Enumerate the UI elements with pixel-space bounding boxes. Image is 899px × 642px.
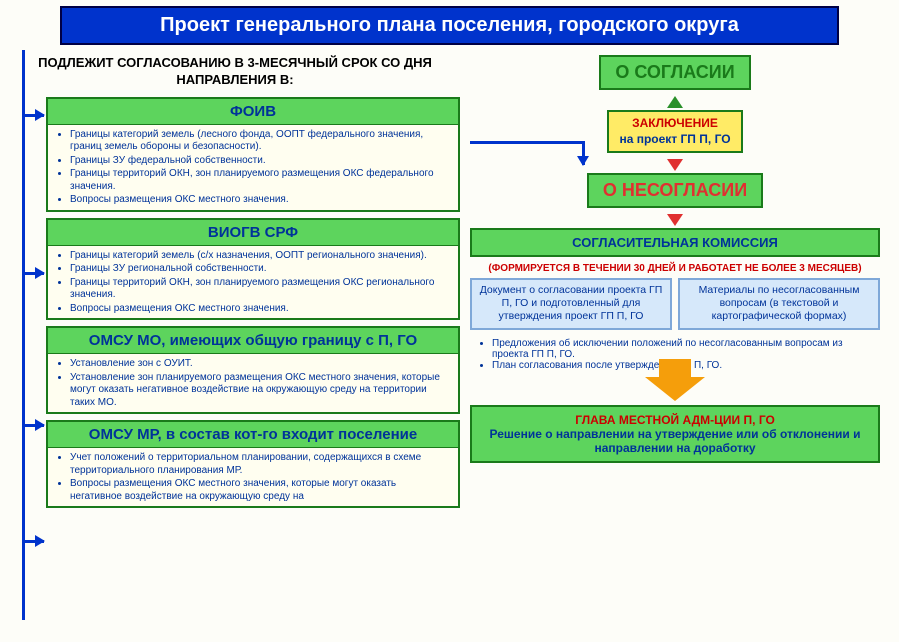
- section-body: Границы категорий земель (с/х назначения…: [48, 246, 458, 319]
- section-item: Границы территорий ОКН, зон планируемого…: [70, 168, 450, 193]
- connector-horizontal: [22, 272, 44, 275]
- connector-vertical: [22, 50, 25, 620]
- documents-row: Документ о согласовании проекта ГП П, ГО…: [470, 278, 880, 329]
- arrow-down-icon: [667, 159, 683, 171]
- section-item: Установление зон с ОУИТ.: [70, 358, 450, 371]
- form-note: (ФОРМИРУЕТСЯ В ТЕЧЕНИИ 30 ДНЕЙ И РАБОТАЕ…: [470, 263, 880, 274]
- connector-right: [470, 141, 585, 144]
- final-box: ГЛАВА МЕСТНОЙ АДМ-ЦИИ П, ГО Решение о на…: [470, 405, 880, 463]
- section-item: Учет положений о территориальном планиро…: [70, 452, 450, 477]
- section-body: Учет положений о территориальном планиро…: [48, 448, 458, 506]
- section-item: Установление зон планируемого размещения…: [70, 372, 450, 410]
- commission-box: СОГЛАСИТЕЛЬНАЯ КОМИССИЯ: [470, 228, 880, 257]
- arrow-up-icon: [667, 96, 683, 108]
- section-box: ОМСУ МР, в состав кот-го входит поселени…: [46, 420, 460, 508]
- section-item: Границы ЗУ федеральной собственности.: [70, 155, 450, 168]
- conclusion-title: ЗАКЛЮЧЕНИЕ: [619, 116, 730, 132]
- doc-right: Материалы по несогласованным вопросам (в…: [678, 278, 880, 329]
- section-header: ОМСУ МР, в состав кот-го входит поселени…: [48, 422, 458, 448]
- page-title: Проект генерального плана поселения, гор…: [60, 6, 839, 45]
- right-column: О СОГЛАСИИ ЗАКЛЮЧЕНИЕ на проект ГП П, ГО…: [470, 55, 880, 514]
- connector-horizontal: [22, 540, 44, 543]
- connector-right-down: [582, 141, 585, 165]
- section-body: Границы категорий земель (лесного фонда,…: [48, 125, 458, 210]
- section-item: Границы территорий ОКН, зон планируемого…: [70, 277, 450, 302]
- nesoglasie-box: О НЕСОГЛАСИИ: [587, 173, 763, 208]
- left-column: ПОДЛЕЖИТ СОГЛАСОВАНИЮ В 3-МЕСЯЧНЫЙ СРОК …: [10, 55, 470, 514]
- note-item: Предложения об исключении положений по н…: [492, 338, 872, 360]
- section-box: ОМСУ МО, имеющих общую границу с П, ГОУс…: [46, 326, 460, 414]
- section-item: Границы категорий земель (лесного фонда,…: [70, 129, 450, 154]
- connector-horizontal: [22, 114, 44, 117]
- section-box: ВИОГВ СРФ Границы категорий земель (с/х н…: [46, 218, 460, 321]
- subtitle: ПОДЛЕЖИТ СОГЛАСОВАНИЮ В 3-МЕСЯЧНЫЙ СРОК …: [30, 55, 440, 89]
- final-text: Решение о направлении на утверждение или…: [490, 427, 861, 455]
- final-title: ГЛАВА МЕСТНОЙ АДМ-ЦИИ П, ГО: [478, 413, 872, 427]
- section-item: Вопросы размещения ОКС местного значения…: [70, 478, 450, 503]
- section-item: Вопросы размещения ОКС местного значения…: [70, 194, 450, 207]
- conclusion-sub: на проект ГП П, ГО: [619, 132, 730, 146]
- section-box: ФОИВ Границы категорий земель (лесного фо…: [46, 97, 460, 212]
- big-arrow-icon: [645, 377, 705, 401]
- section-header: ФОИВ: [48, 99, 458, 125]
- connector-horizontal: [22, 424, 44, 427]
- doc-left: Документ о согласовании проекта ГП П, ГО…: [470, 278, 672, 329]
- conclusion-box: ЗАКЛЮЧЕНИЕ на проект ГП П, ГО: [607, 110, 742, 153]
- section-header: ВИОГВ СРФ: [48, 220, 458, 246]
- section-header: ОМСУ МО, имеющих общую границу с П, ГО: [48, 328, 458, 354]
- soglasie-box: О СОГЛАСИИ: [599, 55, 750, 90]
- arrow-down-icon: [667, 214, 683, 226]
- section-item: Границы ЗУ региональной собственности.: [70, 263, 450, 276]
- section-item: Вопросы размещения ОКС местного значения…: [70, 303, 450, 316]
- main-layout: ПОДЛЕЖИТ СОГЛАСОВАНИЮ В 3-МЕСЯЧНЫЙ СРОК …: [0, 55, 899, 514]
- section-body: Установление зон с ОУИТ.Установление зон…: [48, 354, 458, 412]
- section-item: Границы категорий земель (с/х назначения…: [70, 250, 450, 263]
